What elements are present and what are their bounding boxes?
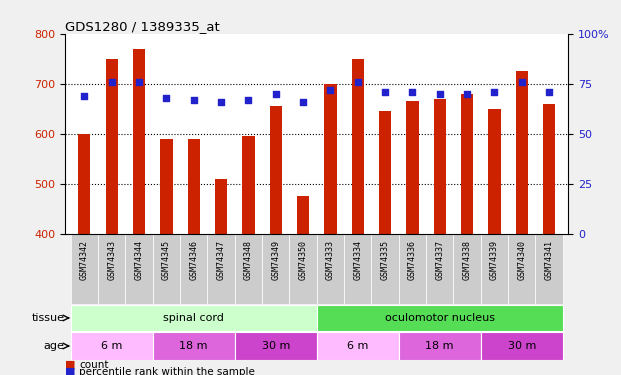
Bar [297,196,309,234]
Point [134,79,144,85]
Text: percentile rank within the sample: percentile rank within the sample [79,367,255,375]
Point [216,99,226,105]
Bar [71,234,98,304]
Text: GSM74347: GSM74347 [217,240,225,279]
Bar [399,234,426,304]
Text: GSM74335: GSM74335 [381,240,389,279]
Point [353,79,363,85]
Bar [153,332,235,360]
Bar [262,234,289,304]
Bar [481,234,508,304]
Bar [433,99,446,234]
Text: GSM74341: GSM74341 [545,240,553,279]
Point [107,79,117,85]
Bar [235,234,262,304]
Bar [180,234,207,304]
Bar [106,59,118,234]
Bar [453,234,481,304]
Text: GSM74334: GSM74334 [353,240,362,279]
Bar [160,139,173,234]
Text: age: age [44,341,65,351]
Bar [344,234,371,304]
Point [407,89,417,95]
Bar [133,49,145,234]
Point [380,89,390,95]
Text: GSM74336: GSM74336 [408,240,417,279]
Text: GSM74346: GSM74346 [189,240,198,279]
Bar [153,234,180,304]
Text: tissue: tissue [32,313,65,323]
Bar [71,305,317,331]
Text: GSM74333: GSM74333 [326,240,335,279]
Bar [242,136,255,234]
Text: ■: ■ [65,367,76,375]
Point [462,91,472,97]
Bar [426,234,453,304]
Bar [207,234,235,304]
Text: spinal cord: spinal cord [163,313,224,323]
Text: 18 m: 18 m [179,341,208,351]
Point [271,91,281,97]
Text: GSM74350: GSM74350 [299,240,307,279]
Text: GSM74344: GSM74344 [135,240,143,279]
Bar [406,101,419,234]
Bar [317,305,563,331]
Point [243,97,253,103]
Text: GSM74345: GSM74345 [162,240,171,279]
Bar [515,71,528,234]
Bar [78,134,91,234]
Bar [98,234,125,304]
Text: GSM74343: GSM74343 [107,240,116,279]
Text: count: count [79,360,109,370]
Bar [481,332,563,360]
Bar [543,104,555,234]
Text: ■: ■ [65,360,76,370]
Bar [371,234,399,304]
Text: GSM74342: GSM74342 [80,240,89,279]
Bar [535,234,563,304]
Text: 6 m: 6 m [347,341,368,351]
Bar [188,139,200,234]
Text: 18 m: 18 m [425,341,454,351]
Text: GSM74337: GSM74337 [435,240,444,279]
Bar [317,234,344,304]
Bar [125,234,153,304]
Point [298,99,308,105]
Bar [270,106,282,234]
Text: 30 m: 30 m [261,341,290,351]
Bar [289,234,317,304]
Point [79,93,89,99]
Bar [379,111,391,234]
Point [435,91,445,97]
Text: 6 m: 6 m [101,341,122,351]
Bar [488,109,501,234]
Text: GSM74340: GSM74340 [517,240,526,279]
Text: GSM74349: GSM74349 [271,240,280,279]
Point [517,79,527,85]
Text: GSM74339: GSM74339 [490,240,499,279]
Text: 30 m: 30 m [507,341,536,351]
Point [161,95,171,101]
Bar [399,332,481,360]
Text: oculomotor nucleus: oculomotor nucleus [385,313,495,323]
Point [325,87,335,93]
Bar [508,234,535,304]
Bar [215,179,227,234]
Bar [461,94,473,234]
Bar [71,332,153,360]
Point [189,97,199,103]
Text: GDS1280 / 1389335_at: GDS1280 / 1389335_at [65,20,220,33]
Point [489,89,499,95]
Point [544,89,554,95]
Text: GSM74348: GSM74348 [244,240,253,279]
Bar [317,332,399,360]
Bar [235,332,317,360]
Bar [324,84,337,234]
Bar [351,59,364,234]
Text: GSM74338: GSM74338 [463,240,471,279]
